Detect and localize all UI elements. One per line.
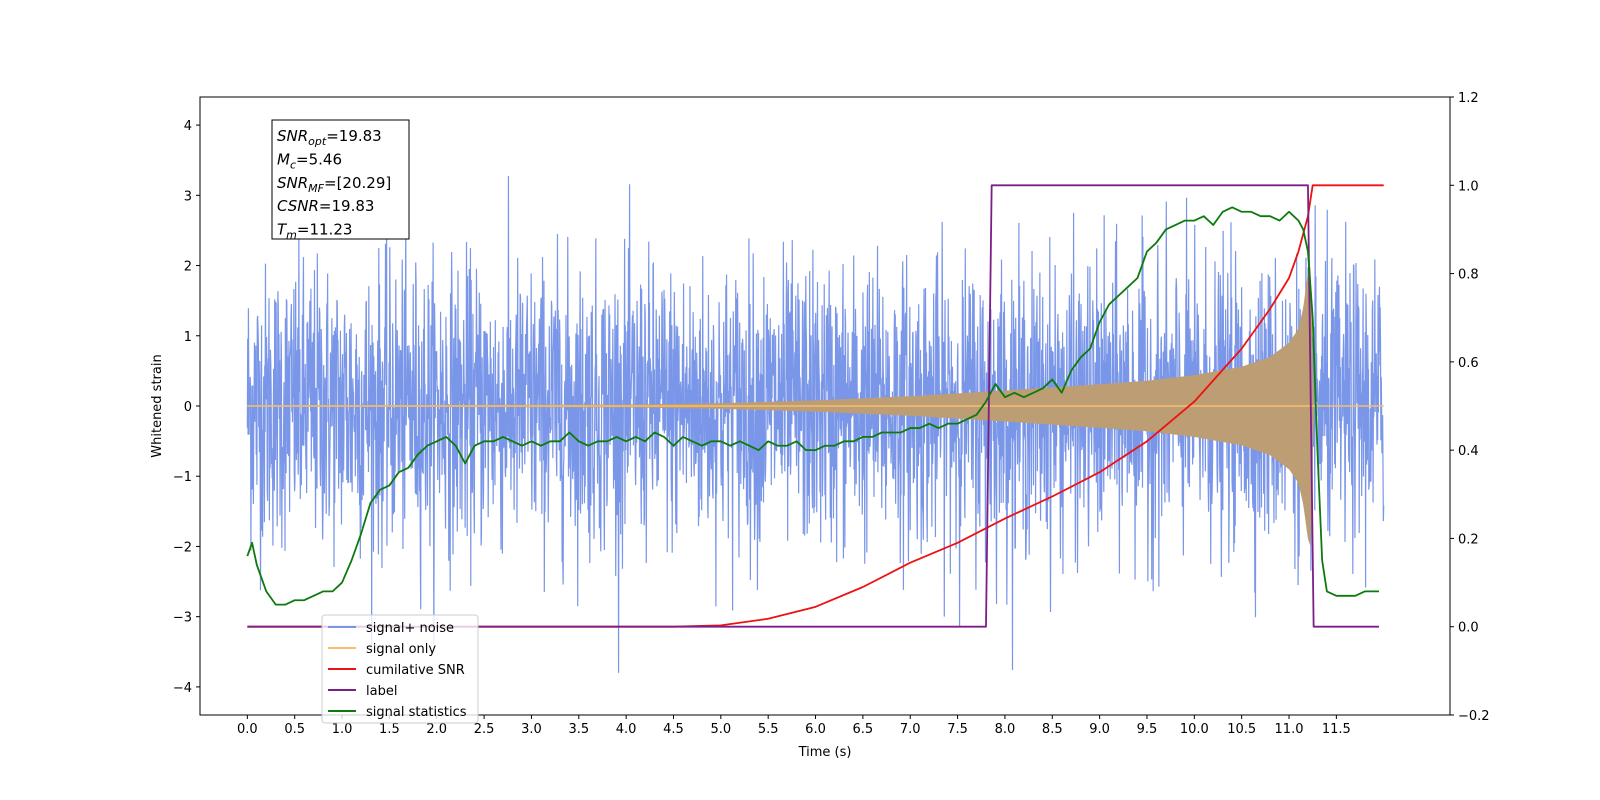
legend-box: [321, 614, 479, 724]
legend-entry: signal+ noise: [366, 621, 454, 636]
legend-entry: signal statistics: [366, 705, 467, 720]
x-tick-label: 8.5: [1042, 722, 1063, 737]
annotation-box: [271, 119, 410, 240]
annotation-line: SNRopt=19.83: [277, 127, 382, 148]
y-tick-label: −1: [173, 470, 192, 485]
y-tick-label: −4: [173, 681, 192, 696]
x-tick-label: 2.5: [474, 722, 495, 737]
x-tick-label: 6.0: [805, 722, 826, 737]
x-tick-label: 2.0: [426, 722, 447, 737]
x-tick-label: 10.0: [1180, 722, 1209, 737]
y-tick-label: −2: [173, 540, 192, 555]
x-tick-label: 9.0: [1089, 722, 1110, 737]
x-tick-label: 11.0: [1275, 722, 1304, 737]
x-tick-label: 11.5: [1322, 722, 1351, 737]
y-axis-label: Whitened strain: [150, 354, 165, 457]
x-tick-label: 9.5: [1137, 722, 1158, 737]
x-tick-label: 0.5: [284, 722, 305, 737]
series-layer: [246, 175, 1385, 673]
y-tick-label: 4: [184, 119, 192, 134]
y-right-tick-label: 1.2: [1458, 91, 1479, 106]
y-right-tick-label: 1.0: [1458, 179, 1479, 194]
y-tick-label: −3: [173, 611, 192, 626]
y-right-tick-label: −0.2: [1458, 709, 1490, 724]
x-tick-label: 6.5: [853, 722, 874, 737]
x-axis-label: Time (s): [798, 745, 852, 760]
y-axis-right: −0.2 0.0 0.2 0.4 0.6 0.8 1.0 1.2: [1450, 91, 1490, 724]
x-tick-label: 5.0: [710, 722, 731, 737]
series-cumilative-snr: [247, 184, 1384, 628]
x-tick-label: 0.0: [237, 722, 258, 737]
x-tick-label: 5.5: [758, 722, 779, 737]
x-tick-label: 10.5: [1227, 722, 1256, 737]
x-tick-label: 3.0: [521, 722, 542, 737]
x-tick-label: 7.0: [900, 722, 921, 737]
annotation-line: CSNR=19.83: [277, 197, 374, 215]
y-tick-label: 1: [184, 330, 192, 345]
x-tick-label: 7.5: [947, 722, 968, 737]
x-tick-label: 1.5: [379, 722, 400, 737]
y-right-tick-label: 0.2: [1458, 532, 1479, 547]
annotation-line: Mc=5.46: [277, 150, 342, 171]
legend-entry: signal only: [366, 642, 436, 657]
legend-entry: label: [366, 684, 397, 699]
legend: signal+ noise signal only cumilative SNR la…: [321, 614, 479, 724]
y-right-tick-label: 0.4: [1458, 444, 1479, 459]
annotation-line: SNRMF=[20.29]: [277, 174, 391, 195]
y-right-tick-label: 0.8: [1458, 268, 1479, 283]
y-tick-label: 0: [184, 400, 192, 415]
y-tick-label: 3: [184, 189, 192, 204]
series-signal-statistics: [246, 206, 1379, 606]
x-tick-label: 4.0: [616, 722, 637, 737]
x-tick-label: 1.0: [332, 722, 353, 737]
series-label: [247, 184, 1379, 628]
y-axis-left: −4 −3 −2 −1 0 1 2 3 4: [173, 119, 200, 696]
y-right-tick-label: 0.6: [1458, 356, 1479, 371]
x-tick-label: 8.0: [995, 722, 1016, 737]
x-tick-label: 4.5: [663, 722, 684, 737]
legend-entry: cumilative SNR: [366, 663, 465, 678]
x-axis: 0.0 0.5 1.0 1.5 2.0 2.5 3.0 3.5 4.0 4.5 5.0 5.5 6.0 6…: [237, 715, 1351, 737]
annotation-line: Tm=11.23: [277, 221, 352, 242]
y-right-tick-label: 0.0: [1458, 621, 1479, 636]
x-tick-label: 3.5: [568, 722, 589, 737]
y-tick-label: 2: [184, 260, 192, 275]
